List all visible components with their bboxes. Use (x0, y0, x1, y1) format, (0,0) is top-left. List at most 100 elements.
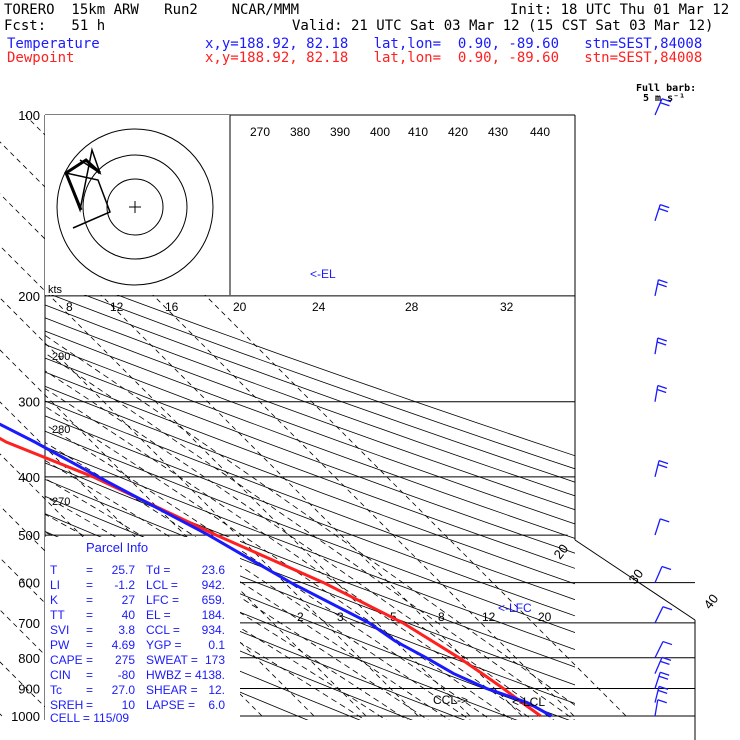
pressure-label-300: 300 (18, 395, 40, 410)
parcel-val2: 0.1 (208, 638, 225, 652)
wind-barb-feather (657, 384, 667, 390)
pressure-label-700: 700 (18, 616, 40, 631)
parcel-key2: LAPSE = (146, 698, 195, 712)
moist-adiabat-34 (45, 334, 575, 706)
isotherm-40 (24, 114, 627, 717)
pressure-label-500: 500 (18, 528, 40, 543)
right-axis-skew (574, 539, 696, 621)
isotherms (0, 114, 627, 717)
wind-barb-feather (661, 565, 672, 571)
wind-barb-feather (658, 685, 669, 691)
temperature-legend: Temperature (7, 36, 100, 52)
theta-e-label-410: 410 (408, 125, 428, 139)
parcel-key1: K (50, 593, 58, 607)
theta-label-290: 290 (52, 351, 70, 363)
hodograph-ring-15 (56, 128, 214, 286)
pressure-label-200: 200 (18, 289, 40, 304)
wind-barb-600 (654, 565, 672, 583)
lfc-marker: <-LFC (498, 601, 532, 615)
wind-barb-1000 (654, 699, 667, 717)
wind-barb-250 (654, 337, 667, 355)
wind-barb-feather (656, 388, 667, 394)
parcel-eq: = (86, 668, 93, 682)
theta-e-label-390: 390 (330, 125, 350, 139)
moist-adiabat-18 (45, 405, 513, 720)
parcel-val2: 6.0 (208, 698, 225, 712)
theta-labels: 270 280 290 270 380 390 400 410 420 430 440 (52, 125, 550, 508)
wind-barb-feather (657, 337, 667, 342)
parcel-key1: T (50, 563, 58, 577)
valid-time: Valid: 21 UTC Sat 03 Mar 12 (15 CST Sat … (292, 18, 714, 34)
theta-label-270: 270 (52, 496, 70, 508)
parcel-cell: CELL = 115/09 (50, 711, 129, 725)
parcel-info-panel: Parcel Info T = 25.7 Td = 23.6 LI = -1.2 LCL = 94… (45, 537, 240, 725)
hodo-ratio-label-28: 28 (405, 300, 419, 314)
parcel-eq: = (86, 698, 93, 712)
parcel-eq: = (86, 608, 93, 622)
el-marker: <-EL (310, 267, 336, 281)
parcel-key1: SREH (50, 698, 83, 712)
wind-barb-feather (657, 283, 667, 288)
hodo-ratio-label-20: 20 (233, 300, 247, 314)
dry-adiabat-340 (45, 446, 575, 650)
parcel-key1: PW (50, 638, 70, 652)
isotherm-0 (0, 297, 419, 717)
pressure-label-900: 900 (18, 681, 40, 696)
wind-barb-feather (661, 98, 672, 103)
parcel-eq: = (86, 578, 93, 592)
hodograph-ring-5 (106, 178, 164, 236)
parcel-val1: 4.69 (112, 638, 136, 652)
hodo-ratio-label-16: 16 (165, 300, 179, 314)
mixing-label-3: 3 (337, 610, 344, 624)
mixing-label-8: 8 (438, 610, 445, 624)
dry-adiabat-450 (45, 291, 575, 483)
parcel-val2: 4138. (195, 668, 225, 682)
wind-barb-staff (654, 460, 660, 477)
dry-adiabat-410 (45, 343, 575, 539)
theta-e-label-400: 400 (370, 125, 390, 139)
wind-barb-staff (654, 657, 663, 674)
wind-barb-feather (660, 518, 670, 523)
wind-barb-feather (658, 279, 668, 284)
dry-adiabat-330 (45, 462, 575, 668)
wind-barb-feather (657, 464, 668, 469)
isotherm-label-30: 30 (626, 566, 647, 587)
theta-e-label-430: 430 (488, 125, 508, 139)
parcel-val2: 659. (202, 593, 225, 607)
isotherm-20 (0, 193, 523, 717)
parcel-eq: = (86, 683, 93, 697)
parcel-key1: SVI (50, 623, 69, 637)
wind-barb-staff (654, 385, 659, 402)
parcel-key1: LI (50, 578, 60, 592)
wind-barb-staff (654, 566, 663, 583)
wind-barb-feather (662, 606, 673, 611)
dry-adiabat-380 (45, 385, 575, 585)
parcel-info-title: Parcel Info (86, 540, 148, 555)
wind-barb-feather (660, 660, 670, 665)
isotherm-label-40: 40 (701, 591, 722, 612)
parcel-key2: SHEAR = (146, 683, 198, 697)
wind-barb-feather (658, 208, 669, 213)
hodo-ratio-label-12: 12 (110, 300, 124, 314)
parcel-key1: CAPE (50, 653, 83, 667)
wind-barb-feather (660, 102, 670, 107)
hodo-ratio-label-24: 24 (312, 300, 326, 314)
pressure-label-600: 600 (18, 576, 40, 591)
parcel-val1: 25.7 (112, 563, 136, 577)
wind-barb-feather (660, 671, 670, 676)
hodograph-trace-thick (64, 158, 102, 211)
wind-barb-850 (654, 656, 672, 674)
wind-barb-staff (654, 686, 660, 703)
parcel-val1: 40 (122, 608, 136, 622)
parcel-eq: = (86, 638, 93, 652)
wind-barb-feather (661, 656, 672, 661)
dry-adiabat-470 (45, 267, 575, 457)
series-dewpoint (0, 422, 553, 718)
parcel-key2: Td = (146, 563, 170, 577)
mixing-label-2: 2 (297, 610, 304, 624)
isotherm--20 (0, 401, 315, 717)
location-line-temperature: x,y=188.92, 82.18 lat,lon= 0.90, -89.60 … (205, 36, 703, 52)
full-barb-label: Full barb: (636, 83, 697, 94)
theta-label-280: 280 (52, 424, 70, 436)
